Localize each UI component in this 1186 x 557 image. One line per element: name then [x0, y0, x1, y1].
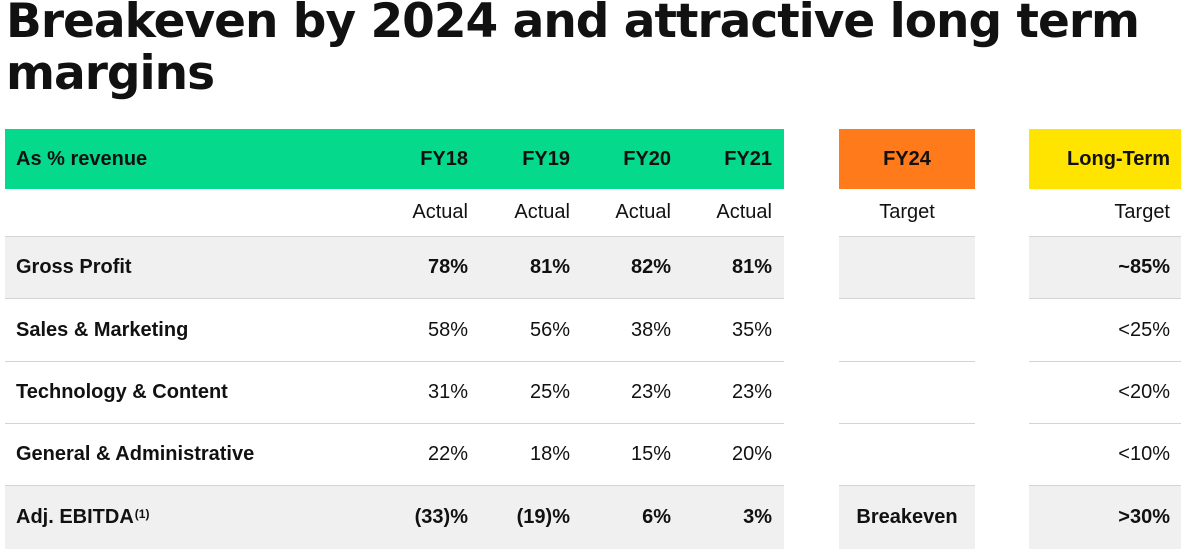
subheader-fy21: Actual	[716, 201, 772, 223]
sales-marketing-fy21-text: 35%	[731, 318, 772, 341]
gross-profit-fy21: 81%	[683, 237, 784, 298]
technology-content-fy21: 23%	[683, 362, 784, 423]
row-divider	[839, 423, 975, 424]
sales-marketing-fy19: 56%	[480, 299, 582, 361]
row-divider	[5, 298, 784, 299]
technology-content-long-term-text: <20%	[1118, 381, 1170, 403]
adj-ebitda-fy21: 3%	[683, 486, 784, 549]
row-divider	[839, 236, 975, 237]
header-fy20: FY20	[582, 129, 683, 189]
row-divider	[1029, 361, 1181, 362]
technology-content-fy18: 31%	[378, 362, 480, 423]
row-divider	[1029, 485, 1181, 486]
technology-content-label: Technology & Content	[5, 362, 378, 423]
technology-content-fy21-text: 23%	[731, 381, 772, 403]
header-long-term: Long-Term	[1029, 129, 1181, 189]
gross-profit-fy24	[839, 237, 975, 298]
sales-marketing-fy18-text: 58%	[427, 318, 468, 341]
subheader-fy24: Target	[879, 201, 935, 223]
row-divider	[5, 423, 784, 424]
sales-marketing-label-text: Sales & Marketing	[16, 318, 189, 341]
row-divider	[1029, 298, 1181, 299]
gross-profit-fy19: 81%	[480, 237, 582, 298]
adj-ebitda-label: Adj. EBITDA (1)	[5, 486, 378, 549]
row-divider	[1029, 236, 1181, 237]
technology-content-fy24	[839, 362, 975, 423]
header-label: As % revenue	[5, 129, 378, 189]
adj-ebitda-fy18: (33)%	[378, 486, 480, 549]
subheader-long-term: Target	[1114, 201, 1170, 223]
general-administrative-label-text: General & Administrative	[16, 443, 255, 465]
adj-ebitda-long-term: >30%	[1029, 486, 1181, 549]
adj-ebitda-fy21-text: 3%	[743, 506, 772, 528]
technology-content-long-term: <20%	[1029, 362, 1181, 423]
adj-ebitda-long-term-text: >30%	[1118, 506, 1170, 528]
subheader-fy19: Actual	[514, 201, 570, 223]
row-divider	[5, 485, 784, 486]
general-administrative-label: General & Administrative	[5, 424, 378, 485]
technology-content-fy18-text: 31%	[427, 381, 468, 403]
sales-marketing-long-term: <25%	[1029, 299, 1181, 361]
sales-marketing-fy24	[839, 299, 975, 361]
row-divider	[839, 361, 975, 362]
adj-ebitda-fy20-text: 6%	[642, 506, 671, 528]
general-administrative-fy24	[839, 424, 975, 485]
adj-ebitda-fy19: (19)%	[480, 486, 582, 549]
technology-content-fy19: 25%	[480, 362, 582, 423]
adj-ebitda-fy24: Breakeven	[839, 486, 975, 549]
sales-marketing-long-term-text: <25%	[1118, 318, 1170, 341]
general-administrative-fy18: 22%	[378, 424, 480, 485]
technology-content-fy19-text: 25%	[529, 381, 570, 403]
subheader-fy18: Actual	[412, 201, 468, 223]
general-administrative-long-term-text: <10%	[1118, 443, 1170, 465]
gross-profit-fy18: 78%	[378, 237, 480, 298]
general-administrative-fy19: 18%	[480, 424, 582, 485]
general-administrative-fy19-text: 18%	[529, 443, 570, 465]
gross-profit-fy18-text: 78%	[427, 256, 468, 278]
gross-profit-long-term-text: ~85%	[1118, 256, 1170, 278]
header-fy18: FY18	[378, 129, 480, 189]
gross-profit-fy21-text: 81%	[731, 256, 772, 278]
header-fy24: FY24	[839, 129, 975, 189]
header-fy21: FY21	[683, 129, 784, 189]
gross-profit-fy20: 82%	[582, 237, 683, 298]
adj-ebitda-fy24-text: Breakeven	[856, 506, 958, 528]
adj-ebitda-label-text: Adj. EBITDA	[16, 506, 134, 528]
adj-ebitda-fy18-text: (33)%	[414, 506, 468, 528]
general-administrative-fy20-text: 15%	[630, 443, 671, 465]
sales-marketing-fy18: 58%	[378, 299, 480, 361]
sales-marketing-fy21: 35%	[683, 299, 784, 361]
general-administrative-long-term: <10%	[1029, 424, 1181, 485]
header-fy19: FY19	[480, 129, 582, 189]
page-title: Breakeven by 2024 and attractive long te…	[6, 0, 1140, 101]
footnote-marker: (1)	[134, 506, 150, 521]
adj-ebitda-fy20: 6%	[582, 486, 683, 549]
gross-profit-label-text: Gross Profit	[16, 256, 132, 278]
gross-profit-label: Gross Profit	[5, 237, 378, 298]
technology-content-fy20-text: 23%	[630, 381, 671, 403]
general-administrative-fy21: 20%	[683, 424, 784, 485]
row-divider	[5, 236, 784, 237]
subheader-fy20: Actual	[615, 201, 671, 223]
sales-marketing-fy20: 38%	[582, 299, 683, 361]
sales-marketing-fy19-text: 56%	[529, 318, 570, 341]
gross-profit-fy20-text: 82%	[630, 256, 671, 278]
technology-content-fy20: 23%	[582, 362, 683, 423]
sales-marketing-fy20-text: 38%	[630, 318, 671, 341]
gross-profit-long-term: ~85%	[1029, 237, 1181, 298]
row-divider	[5, 361, 784, 362]
gross-profit-fy19-text: 81%	[529, 256, 570, 278]
row-divider	[839, 485, 975, 486]
general-administrative-fy20: 15%	[582, 424, 683, 485]
general-administrative-fy21-text: 20%	[731, 443, 772, 465]
row-divider	[1029, 423, 1181, 424]
adj-ebitda-fy19-text: (19)%	[516, 506, 570, 528]
sales-marketing-label: Sales & Marketing	[5, 299, 378, 361]
general-administrative-fy18-text: 22%	[427, 443, 468, 465]
row-divider	[839, 298, 975, 299]
technology-content-label-text: Technology & Content	[16, 381, 228, 403]
